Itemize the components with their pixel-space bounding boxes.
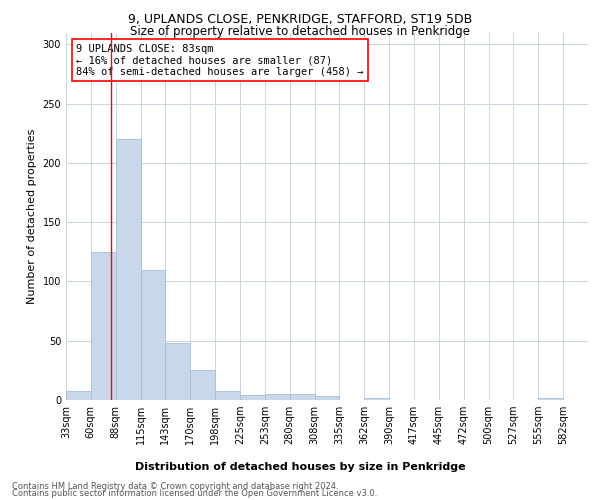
Bar — [91, 252, 116, 400]
Text: 9, UPLANDS CLOSE, PENKRIDGE, STAFFORD, ST19 5DB: 9, UPLANDS CLOSE, PENKRIDGE, STAFFORD, S… — [128, 12, 472, 26]
Bar — [66, 390, 91, 400]
Text: Size of property relative to detached houses in Penkridge: Size of property relative to detached ho… — [130, 25, 470, 38]
Text: Contains public sector information licensed under the Open Government Licence v3: Contains public sector information licen… — [12, 489, 377, 498]
Bar — [314, 396, 340, 400]
Text: Contains HM Land Registry data © Crown copyright and database right 2024.: Contains HM Land Registry data © Crown c… — [12, 482, 338, 491]
Bar — [265, 394, 290, 400]
Bar — [290, 394, 314, 400]
Bar — [166, 343, 190, 400]
Bar — [140, 270, 166, 400]
Bar — [116, 139, 140, 400]
Bar — [538, 398, 563, 400]
Bar — [364, 398, 389, 400]
Bar — [215, 390, 240, 400]
Bar — [190, 370, 215, 400]
Bar — [240, 396, 265, 400]
Text: 9 UPLANDS CLOSE: 83sqm
← 16% of detached houses are smaller (87)
84% of semi-det: 9 UPLANDS CLOSE: 83sqm ← 16% of detached… — [76, 44, 364, 76]
Text: Distribution of detached houses by size in Penkridge: Distribution of detached houses by size … — [134, 462, 466, 472]
Y-axis label: Number of detached properties: Number of detached properties — [27, 128, 37, 304]
